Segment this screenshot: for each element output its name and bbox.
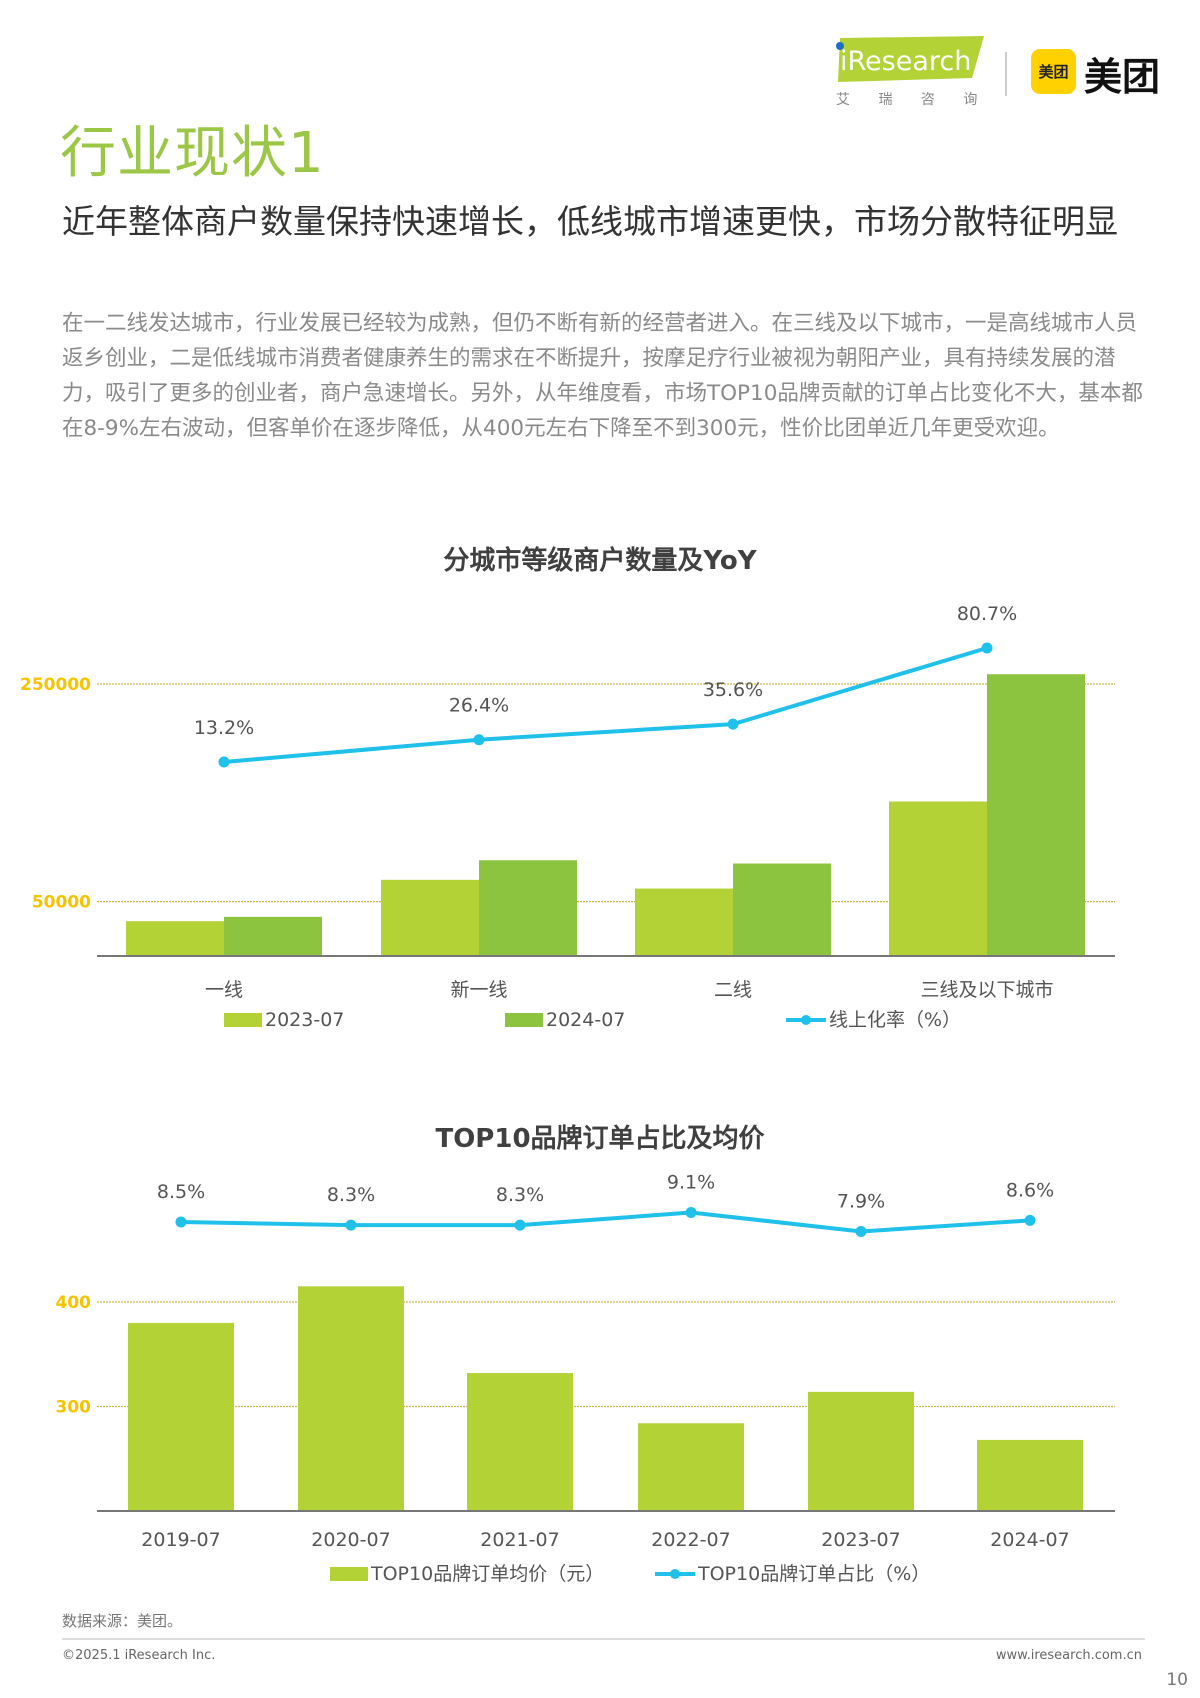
line-point bbox=[1024, 1214, 1036, 1226]
data-label: 8.3% bbox=[327, 1184, 375, 1206]
x-tick-label: 2024-07 bbox=[990, 1529, 1069, 1551]
bar-0-2 bbox=[635, 888, 733, 956]
x-tick-label: 2021-07 bbox=[480, 1529, 559, 1551]
page-subtitle: 近年整体商户数量保持快速增长，低线城市增速更快，市场分散特征明显 bbox=[62, 202, 1118, 241]
y-tick-label: 250000 bbox=[20, 675, 91, 695]
legend-label: TOP10品牌订单均价（元） bbox=[370, 1563, 604, 1585]
x-tick-label: 2022-07 bbox=[651, 1529, 730, 1551]
legend-marker bbox=[801, 1015, 811, 1025]
bar-1-3 bbox=[987, 674, 1085, 956]
data-label: 8.6% bbox=[1006, 1179, 1054, 1201]
y-tick-label: 50000 bbox=[32, 893, 91, 913]
line-point bbox=[175, 1216, 187, 1228]
line-point bbox=[473, 734, 485, 746]
bar-1-0 bbox=[224, 916, 322, 956]
bar-1-2 bbox=[733, 863, 831, 956]
line-point bbox=[218, 756, 230, 768]
bar-0-2 bbox=[467, 1373, 573, 1511]
legend-swatch bbox=[330, 1567, 368, 1581]
website-link[interactable]: www.iresearch.com.cn bbox=[995, 1648, 1142, 1663]
data-label: 13.2% bbox=[194, 717, 254, 739]
bar-0-3 bbox=[889, 801, 987, 956]
legend-label: 2023-07 bbox=[265, 1009, 344, 1031]
legend-label: 线上化率（%） bbox=[829, 1009, 961, 1031]
logo-parallelogram bbox=[838, 36, 984, 82]
data-label: 8.3% bbox=[496, 1184, 544, 1206]
bar-0-1 bbox=[298, 1286, 404, 1511]
x-tick-label: 新一线 bbox=[450, 979, 507, 1001]
data-source: 数据来源：美团。 bbox=[62, 1612, 183, 1630]
data-label: 35.6% bbox=[703, 679, 763, 701]
legend-swatch bbox=[224, 1013, 262, 1027]
chart1-title: 分城市等级商户数量及YoY bbox=[443, 546, 757, 576]
line-point bbox=[345, 1219, 357, 1231]
legend-label: 2024-07 bbox=[546, 1009, 625, 1031]
y-tick-label: 400 bbox=[56, 1293, 92, 1313]
logo-dot bbox=[836, 42, 844, 50]
y-tick-label: 300 bbox=[56, 1398, 92, 1418]
data-label: 7.9% bbox=[837, 1190, 885, 1212]
meituan-wordmark: 美团 bbox=[1084, 55, 1161, 99]
line-point bbox=[855, 1225, 867, 1237]
page-title: 行业现状1 bbox=[60, 121, 325, 186]
page-number: 10 bbox=[1166, 1670, 1188, 1690]
meituan-badge-logo: 美团 bbox=[1031, 49, 1076, 94]
line-point bbox=[514, 1219, 526, 1231]
logo-wordmark: iResearch bbox=[840, 46, 971, 77]
chart2-title: TOP10品牌订单占比及均价 bbox=[435, 1124, 765, 1154]
x-tick-label: 2023-07 bbox=[821, 1529, 900, 1551]
x-tick-label: 2019-07 bbox=[141, 1529, 220, 1551]
bar-0-3 bbox=[638, 1423, 744, 1511]
line-series bbox=[223, 646, 988, 764]
x-tick-label: 二线 bbox=[714, 979, 752, 1001]
footer-divider bbox=[62, 1638, 1145, 1640]
chart2: 400 300 2019-07 2020-07 2021-07 2022-07 2023-0… bbox=[56, 1172, 1115, 1585]
bar-1-1 bbox=[479, 860, 577, 956]
iresearch-logo: iResearch 艾 瑞 咨 询 bbox=[836, 36, 989, 108]
legend-swatch bbox=[505, 1013, 543, 1027]
x-tick-label: 2020-07 bbox=[311, 1529, 390, 1551]
chart1: 250000 50000 一线 新一线 二线 三线及以下城市 13.2% 26.4% 35.6%… bbox=[20, 603, 1115, 1031]
copyright: ©2025.1 iResearch Inc. bbox=[62, 1648, 216, 1663]
data-label: 9.1% bbox=[667, 1172, 715, 1194]
body-paragraph: 在一二线发达城市，行业发展已经较为成熟，但仍不断有新的经营者进入。在三线及以下城… bbox=[62, 311, 1143, 441]
legend-label: TOP10品牌订单占比（%） bbox=[697, 1563, 930, 1585]
x-tick-label: 一线 bbox=[205, 979, 243, 1001]
bar-0-0 bbox=[128, 1322, 234, 1511]
data-label: 8.5% bbox=[157, 1181, 205, 1203]
line-series bbox=[180, 1210, 1031, 1234]
bar-0-0 bbox=[126, 921, 224, 956]
line-point bbox=[981, 642, 993, 654]
bar-0-4 bbox=[808, 1391, 914, 1511]
legend-marker bbox=[670, 1569, 680, 1579]
line-point bbox=[727, 718, 739, 730]
data-label: 26.4% bbox=[449, 695, 509, 717]
bar-0-1 bbox=[381, 879, 479, 956]
logo-separator bbox=[1005, 52, 1007, 96]
line-point bbox=[685, 1207, 697, 1219]
bar-0-5 bbox=[977, 1439, 1083, 1511]
logo-cn: 艾 瑞 咨 询 bbox=[836, 92, 989, 108]
x-tick-label: 三线及以下城市 bbox=[920, 979, 1053, 1001]
data-label: 80.7% bbox=[957, 603, 1017, 625]
